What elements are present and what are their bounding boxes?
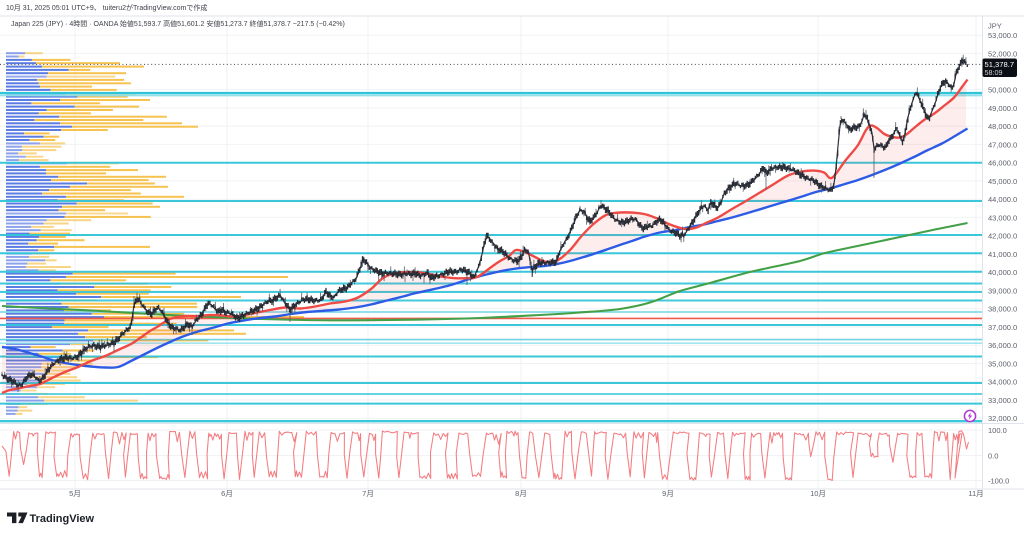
svg-text:36,000.0: 36,000.0 [988, 341, 1017, 350]
svg-text:5月: 5月 [69, 489, 81, 498]
svg-text:44,000.0: 44,000.0 [988, 195, 1017, 204]
svg-text:34,000.0: 34,000.0 [988, 378, 1017, 387]
svg-text:53,000.0: 53,000.0 [988, 31, 1017, 40]
svg-text:32,000.0: 32,000.0 [988, 414, 1017, 423]
svg-text:35,000.0: 35,000.0 [988, 360, 1017, 369]
svg-text:38,000.0: 38,000.0 [988, 305, 1017, 314]
svg-text:40,000.0: 40,000.0 [988, 268, 1017, 277]
svg-text:48,000.0: 48,000.0 [988, 122, 1017, 131]
svg-text:47,000.0: 47,000.0 [988, 140, 1017, 149]
svg-text:50,000.0: 50,000.0 [988, 86, 1017, 95]
svg-text:39,000.0: 39,000.0 [988, 286, 1017, 295]
svg-text:52,000.0: 52,000.0 [988, 49, 1017, 58]
svg-text:42,000.0: 42,000.0 [988, 232, 1017, 241]
svg-text:11月: 11月 [968, 489, 983, 498]
svg-text:51,378.7: 51,378.7 [985, 60, 1015, 69]
svg-text:58:09: 58:09 [985, 68, 1003, 77]
svg-text:TradingView: TradingView [30, 513, 95, 525]
svg-text:8月: 8月 [515, 489, 527, 498]
svg-text:Japan 225 (JPY) · 4時間 · OANDA: Japan 225 (JPY) · 4時間 · OANDA 始値51,593.7… [11, 19, 345, 28]
svg-text:6月: 6月 [221, 489, 233, 498]
svg-text:0.0: 0.0 [988, 452, 998, 461]
svg-text:41,000.0: 41,000.0 [988, 250, 1017, 259]
svg-text:10月: 10月 [810, 489, 826, 498]
svg-text:10月 31, 2025 05:01 UTC+9、 tuit: 10月 31, 2025 05:01 UTC+9、 tuiteru2がTradi… [6, 3, 207, 12]
svg-text:37,000.0: 37,000.0 [988, 323, 1017, 332]
svg-text:46,000.0: 46,000.0 [988, 159, 1017, 168]
svg-text:JPY: JPY [988, 22, 1002, 31]
svg-text:9月: 9月 [662, 489, 674, 498]
svg-text:45,000.0: 45,000.0 [988, 177, 1017, 186]
svg-text:43,000.0: 43,000.0 [988, 213, 1017, 222]
svg-text:7月: 7月 [362, 489, 374, 498]
svg-text:49,000.0: 49,000.0 [988, 104, 1017, 113]
svg-text:100.0: 100.0 [988, 426, 1007, 435]
svg-text:33,000.0: 33,000.0 [988, 396, 1017, 405]
svg-text:-100.0: -100.0 [988, 477, 1009, 486]
